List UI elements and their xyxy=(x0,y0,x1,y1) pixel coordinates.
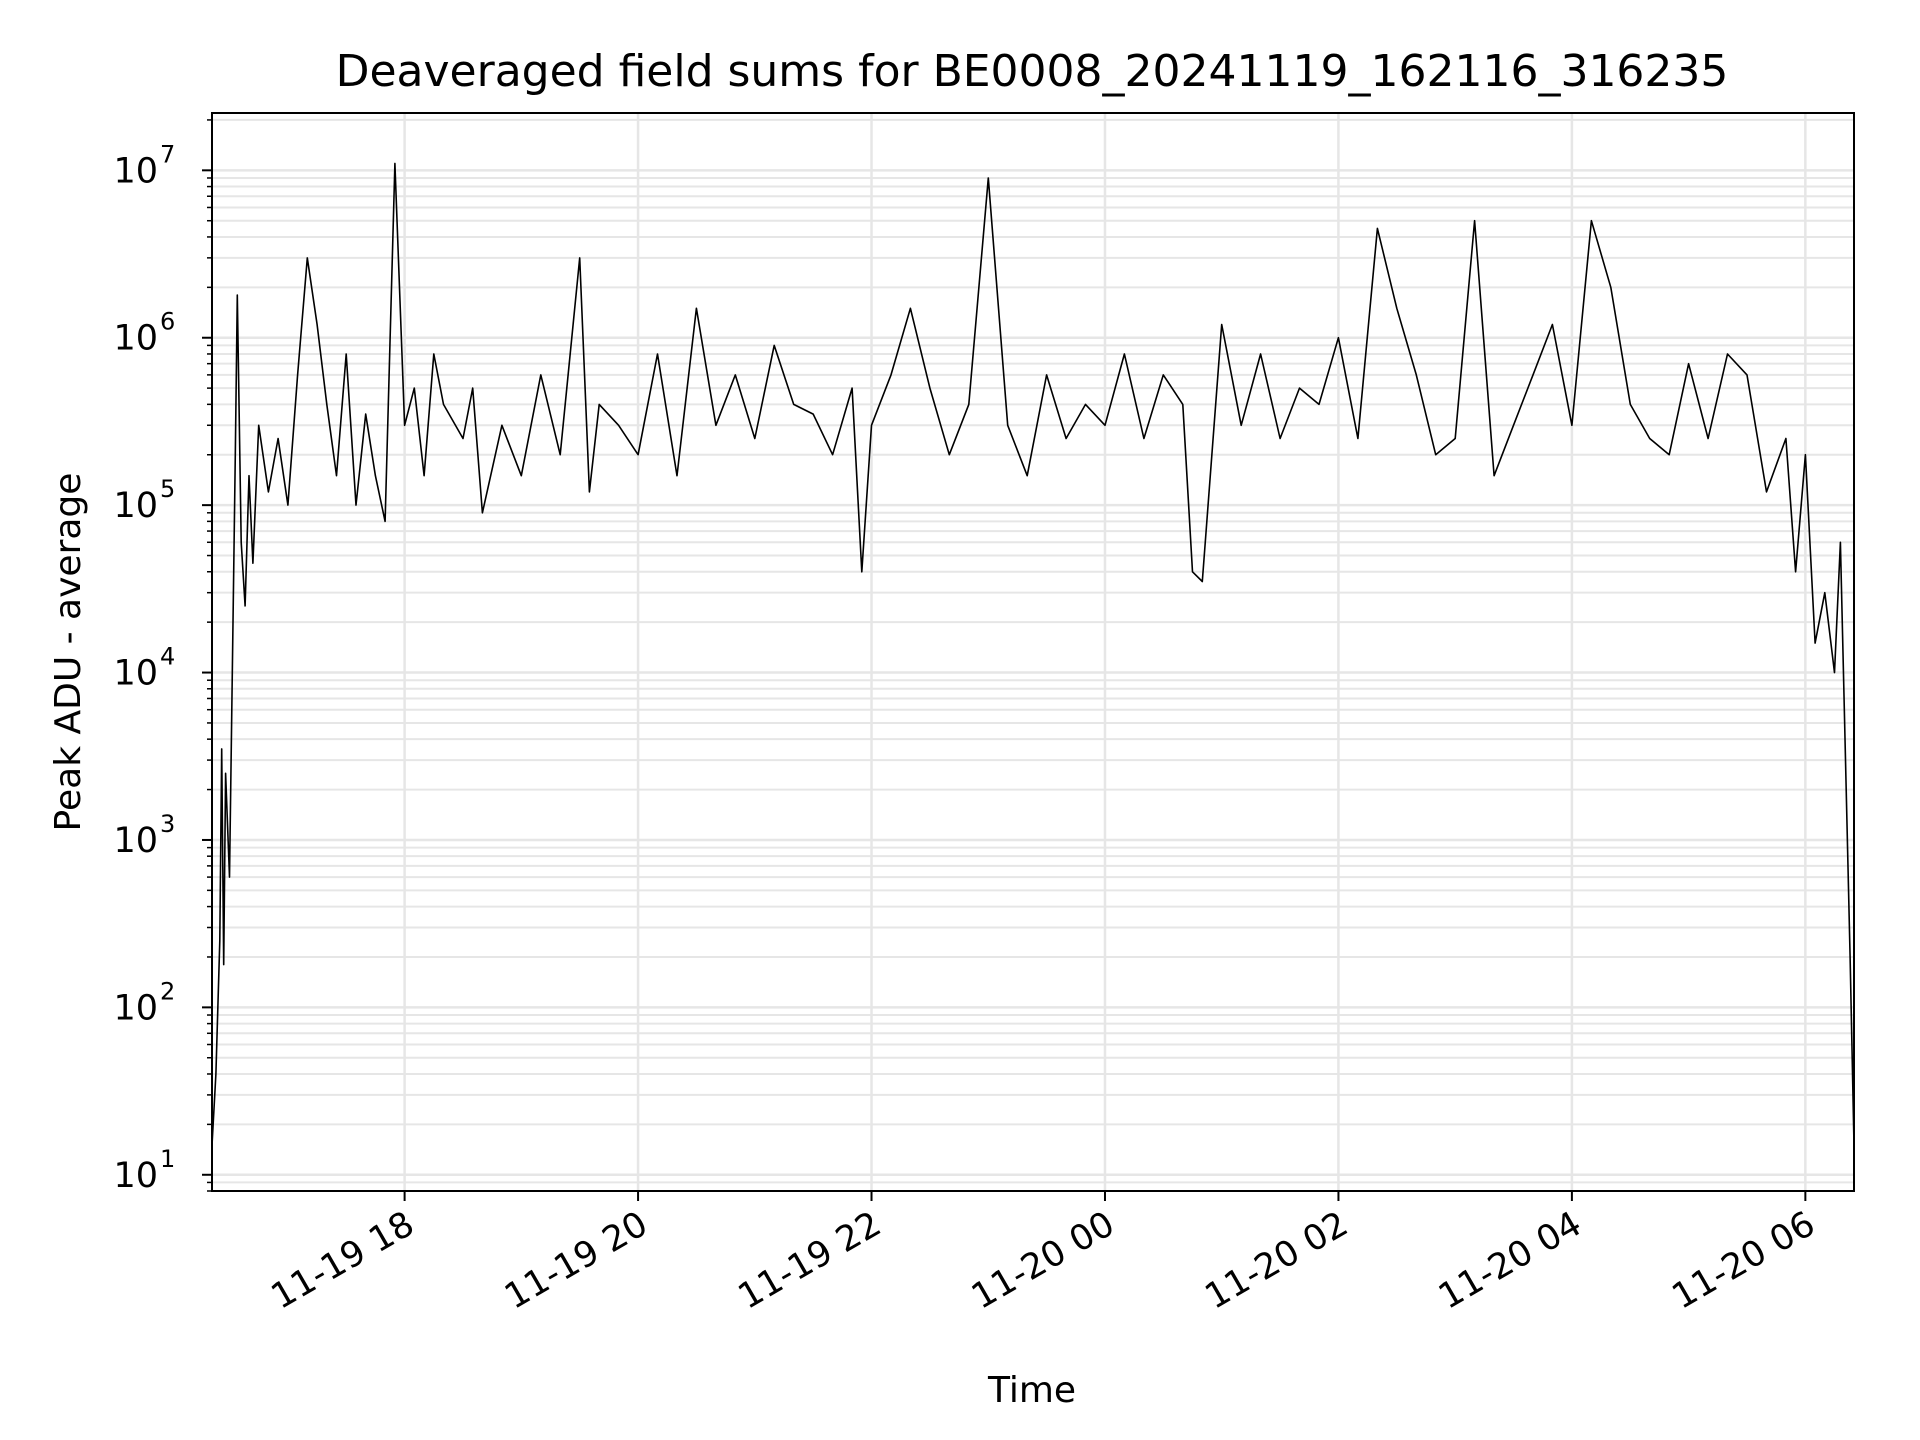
grid xyxy=(212,113,1854,1192)
y-tick-base: 10 xyxy=(113,1156,158,1196)
y-tick-base: 10 xyxy=(113,988,158,1028)
series-layer xyxy=(211,162,1855,1146)
y-tick-exponent: 5 xyxy=(160,475,175,503)
y-axis-label: Peak ADU - average xyxy=(48,473,89,832)
y-tick-base: 10 xyxy=(113,486,158,526)
y-tick-label: 10 7 xyxy=(113,140,175,191)
y-tick-base: 10 xyxy=(113,151,158,191)
y-tick-label: 10 5 xyxy=(113,475,175,526)
y-tick-label: 10 3 xyxy=(113,810,175,861)
y-tick-label: 10 6 xyxy=(113,308,175,359)
x-axis-label: Time xyxy=(987,1370,1076,1411)
y-tick-label: 10 2 xyxy=(113,977,175,1028)
y-tick-base: 10 xyxy=(113,319,158,359)
y-tick-exponent: 2 xyxy=(160,977,175,1005)
y-tick-base: 10 xyxy=(113,654,158,694)
chart-title: Deaveraged field sums for BE0008_2024111… xyxy=(336,46,1729,97)
y-tick-exponent: 4 xyxy=(160,643,175,671)
y-tick-exponent: 1 xyxy=(160,1145,175,1173)
y-tick-exponent: 6 xyxy=(160,308,175,336)
y-tick-exponent: 7 xyxy=(160,140,175,168)
y-tick-base: 10 xyxy=(113,821,158,861)
plot-frame xyxy=(211,112,1855,1192)
series-line xyxy=(211,162,1855,1146)
y-tick-exponent: 3 xyxy=(160,810,175,838)
y-tick-label: 10 4 xyxy=(113,643,175,694)
y-tick-label: 10 1 xyxy=(113,1145,175,1196)
